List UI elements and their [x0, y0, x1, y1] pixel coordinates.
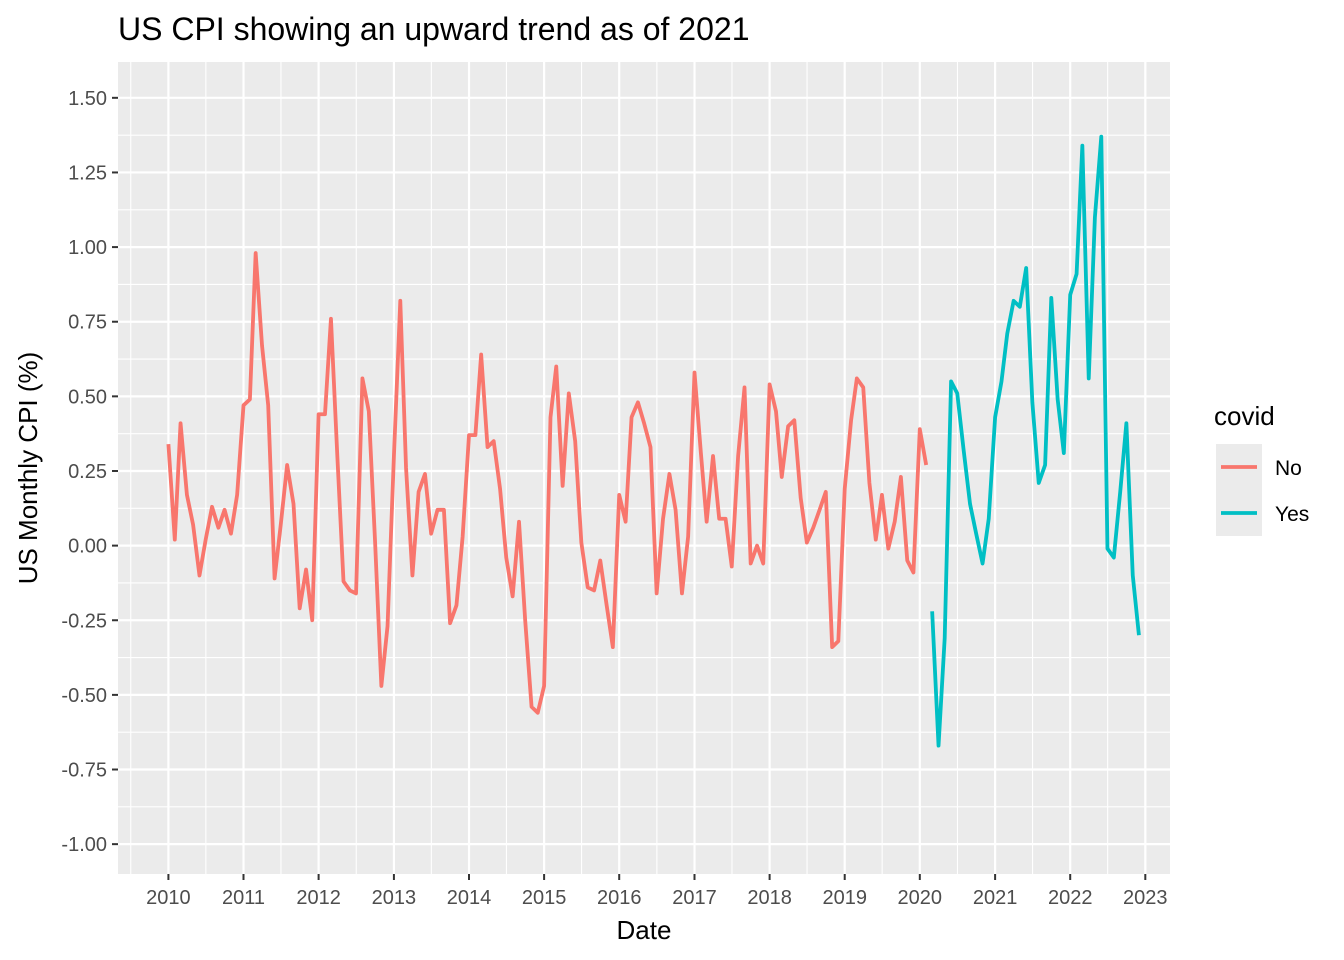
x-tick-label: 2017 [672, 887, 717, 909]
y-tick-label: 1.25 [68, 162, 107, 184]
series-layer [166, 134, 1141, 748]
x-tick-label: 2018 [747, 887, 792, 909]
x-axis-title: Date [617, 915, 672, 945]
series-line-yes [930, 134, 1141, 748]
y-tick-label: 0.00 [68, 536, 107, 558]
x-tick-label: 2015 [522, 887, 567, 909]
grid-minor [118, 62, 1170, 874]
x-tick-label: 2013 [372, 887, 417, 909]
x-tick-label: 2023 [1123, 887, 1168, 909]
legend-label-yes: Yes [1275, 503, 1309, 526]
x-tick-label: 2014 [447, 887, 492, 909]
x-tick-label: 2022 [1048, 887, 1093, 909]
y-tick-label: -1.00 [61, 834, 107, 856]
plot-panel [118, 62, 1170, 874]
x-tick-label: 2019 [822, 887, 867, 909]
x-tick-label: 2016 [597, 887, 642, 909]
legend-label-no: No [1275, 457, 1302, 480]
grid-major [118, 62, 1170, 874]
y-tick-label: 0.50 [68, 386, 107, 408]
legend: covid No Yes [1214, 401, 1309, 536]
y-tick-label: 0.75 [68, 312, 107, 334]
y-tick-label: -0.50 [61, 685, 107, 707]
x-tick-label: 2021 [973, 887, 1018, 909]
x-tick-label: 2010 [146, 887, 191, 909]
y-axis-title: US Monthly CPI (%) [13, 352, 43, 585]
y-tick-label: -0.75 [61, 760, 107, 782]
x-tick-label: 2012 [296, 887, 341, 909]
y-tick-label: 1.00 [68, 237, 107, 259]
x-tick-label: 2011 [222, 887, 265, 909]
x-axis: 2010 2011 2012 2013 2014 2015 2016 2017 2018 2019… [146, 874, 1168, 909]
y-axis: -1.00 -0.75 -0.50 -0.25 0.00 0.25 0.50 0.75 1.00… [61, 88, 118, 856]
y-tick-label: 0.25 [68, 461, 107, 483]
x-tick-label: 2020 [898, 887, 943, 909]
y-tick-label: 1.50 [68, 88, 107, 110]
series-line-no [166, 251, 929, 715]
chart-title: US CPI showing an upward trend as of 202… [118, 11, 749, 47]
y-tick-label: -0.25 [61, 610, 107, 632]
legend-title: covid [1214, 401, 1275, 431]
